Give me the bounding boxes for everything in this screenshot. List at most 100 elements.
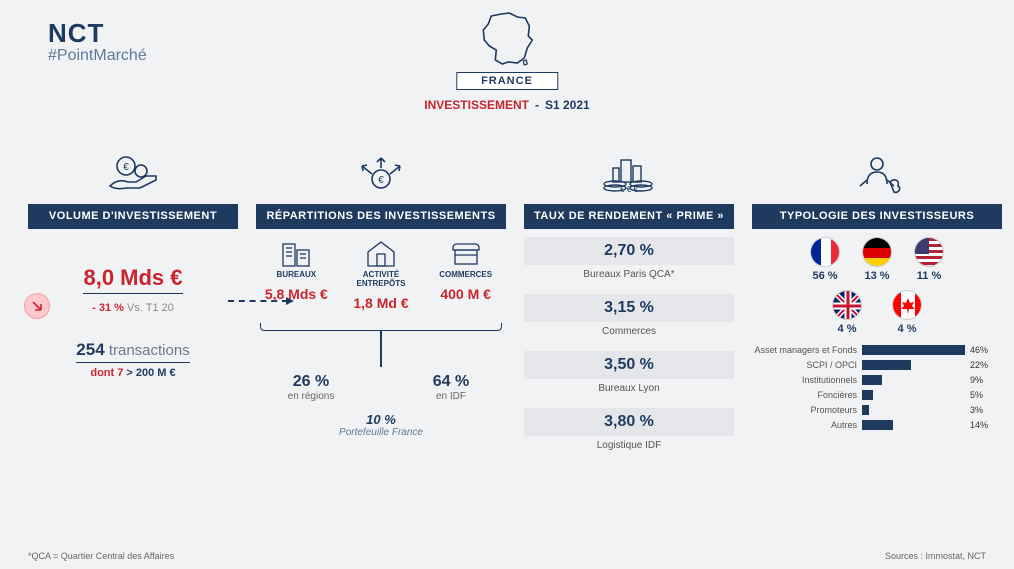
bar-fill <box>862 345 965 355</box>
country-pill: FRANCE <box>456 72 558 90</box>
split-right-pct: 64 % <box>396 373 506 391</box>
flag-pct: 13 % <box>862 270 892 282</box>
flag-icon <box>862 237 892 267</box>
investor-bars: Asset managers et Fonds 46% SCPI / OPCI 2… <box>752 345 1002 430</box>
transactions-block: 254 transactions dont 7 > 200 M € <box>28 340 238 379</box>
asset-type-label: COMMERCES <box>425 271 506 280</box>
bar-value: 46% <box>970 345 1002 355</box>
asset-type-label: BUREAUX <box>256 271 337 280</box>
tx-sub-b: > 200 M € <box>123 367 175 379</box>
asset-type: ACTIVITÉ ENTREPÔTS 1,8 Md € <box>341 237 422 311</box>
col2-title: RÉPARTITIONS DES INVESTISSEMENTS <box>256 204 506 229</box>
yield-row: 2,70 % Bureaux Paris QCA* <box>524 237 734 280</box>
splits: 26 % en régions 64 % en IDF <box>256 373 506 402</box>
bracket <box>260 323 502 331</box>
col4-title: TYPOLOGIE DES INVESTISSEURS <box>752 204 1002 229</box>
bar-track-wrap <box>862 360 965 370</box>
down-arrow-badge-icon <box>24 293 50 319</box>
yield-row: 3,80 % Logistique IDF <box>524 408 734 451</box>
split-left-lbl: en régions <box>256 391 366 402</box>
asset-type: BUREAUX 5,8 Mds € <box>256 237 337 311</box>
yields-list: 2,70 % Bureaux Paris QCA* 3,15 % Commerce… <box>524 237 734 465</box>
subtitle-b: S1 2021 <box>545 98 590 112</box>
footnote-right: Sources : Immostat, NCT <box>885 551 986 561</box>
yield-row: 3,50 % Bureaux Lyon <box>524 351 734 394</box>
col-investors: TYPOLOGIE DES INVESTISSEURS 56 % 13 % 11… <box>752 150 1002 539</box>
split-right: 64 % en IDF <box>396 373 506 402</box>
col-volume: € VOLUME D'INVESTISSEMENT 8,0 Mds € - 31… <box>28 150 238 539</box>
yield-pct: 3,80 % <box>524 408 734 436</box>
tx-sub: dont 7 > 200 M € <box>28 367 238 379</box>
bar-track-wrap <box>862 345 965 355</box>
bar-value: 5% <box>970 390 1002 400</box>
bar-row: SCPI / OPCI 22% <box>752 360 1002 370</box>
bar-value: 3% <box>970 405 1002 415</box>
flag-icon <box>892 290 922 320</box>
col-yield: € € € TAUX DE RENDEMENT « PRIME » 2,70 %… <box>524 150 734 539</box>
yield-icon: € € € <box>599 150 659 198</box>
bar-label: Foncières <box>752 390 857 400</box>
flag-pct: 4 % <box>892 323 922 335</box>
bar-track-wrap <box>862 420 965 430</box>
asset-types: BUREAUX 5,8 Mds € ACTIVITÉ ENTREPÔTS 1,8… <box>256 237 506 311</box>
asset-type-value: 1,8 Md € <box>341 295 422 311</box>
brand-main: NCT <box>48 18 147 49</box>
yield-label: Commerces <box>524 326 734 337</box>
tx-word: transactions <box>105 342 190 359</box>
flags-row-2: 4 % 4 % <box>752 290 1002 335</box>
bar-fill <box>862 375 882 385</box>
svg-text:€: € <box>123 162 129 173</box>
svg-text:€: € <box>378 175 384 186</box>
investor-icon <box>850 150 904 198</box>
subtitle-sep: - <box>535 98 539 112</box>
headline-block: 8,0 Mds € - 31 % Vs. T1 20 <box>28 265 238 314</box>
yield-pct: 3,50 % <box>524 351 734 379</box>
tx-sub-a: dont 7 <box>90 367 123 379</box>
flag-pct: 56 % <box>810 270 840 282</box>
asset-type-icon <box>425 237 506 269</box>
asset-type-icon <box>256 237 337 269</box>
flag-icon <box>810 237 840 267</box>
asset-type-icon <box>341 237 422 269</box>
repartition-icon: € <box>354 150 408 198</box>
bar-fill <box>862 390 873 400</box>
flag-pct: 11 % <box>914 270 944 282</box>
bar-value: 14% <box>970 420 1002 430</box>
portefeuille: 10 % Portefeuille France <box>256 412 506 438</box>
headline-value: 8,0 Mds € <box>83 265 182 294</box>
france-map-icon <box>475 10 539 68</box>
bar-fill <box>862 360 911 370</box>
asset-type: COMMERCES 400 M € <box>425 237 506 311</box>
bar-label: Autres <box>752 420 857 430</box>
bar-track-wrap <box>862 375 965 385</box>
split-right-lbl: en IDF <box>396 391 506 402</box>
flag-icon <box>832 290 862 320</box>
col3-title: TAUX DE RENDEMENT « PRIME » <box>524 204 734 229</box>
col-repartition: € RÉPARTITIONS DES INVESTISSEMENTS BUREA… <box>256 150 506 539</box>
bar-track-wrap <box>862 405 965 415</box>
split-left: 26 % en régions <box>256 373 366 402</box>
split-left-pct: 26 % <box>256 373 366 391</box>
asset-type-label: ACTIVITÉ ENTREPÔTS <box>341 271 422 289</box>
flags-row-1: 56 % 13 % 11 % <box>752 237 1002 282</box>
svg-text:€ € €: € € € <box>620 185 638 194</box>
yield-label: Bureaux Paris QCA* <box>524 269 734 280</box>
flag-de: 13 % <box>862 237 892 282</box>
subtitle-a: INVESTISSEMENT <box>424 98 529 112</box>
bar-label: SCPI / OPCI <box>752 360 857 370</box>
delta-pct: - 31 % <box>92 302 124 314</box>
yield-pct: 3,15 % <box>524 294 734 322</box>
bar-row: Autres 14% <box>752 420 1002 430</box>
flag-ca: 4 % <box>892 290 922 335</box>
flag-pct: 4 % <box>832 323 862 335</box>
flag-uk: 4 % <box>832 290 862 335</box>
bar-row: Foncières 5% <box>752 390 1002 400</box>
flag-us: 11 % <box>914 237 944 282</box>
bar-label: Institutionnels <box>752 375 857 385</box>
brand-sub: #PointMarché <box>48 47 147 65</box>
delta-line: - 31 % Vs. T1 20 <box>28 302 238 314</box>
flag-fr: 56 % <box>810 237 840 282</box>
yield-row: 3,15 % Commerces <box>524 294 734 337</box>
bar-label: Asset managers et Fonds <box>752 345 857 355</box>
asset-type-value: 400 M € <box>425 286 506 302</box>
